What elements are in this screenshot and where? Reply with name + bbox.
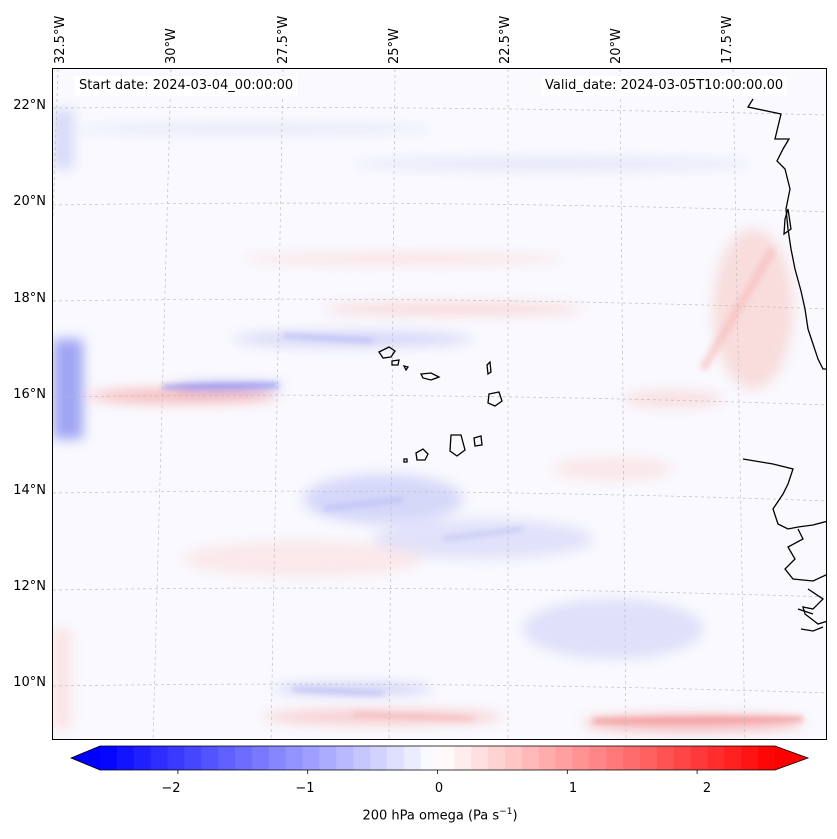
lat-label-16n: 16°N xyxy=(13,387,46,402)
lat-label-12n: 12°N xyxy=(13,579,46,594)
omega-field-shading xyxy=(53,109,803,731)
colorbar-segment xyxy=(589,746,607,770)
colorbar-title-text: 200 hPa omega (Pa s xyxy=(362,808,500,824)
colorbar-min-extension xyxy=(71,746,100,770)
colorbar-segment xyxy=(116,746,135,770)
colorbar-segment xyxy=(656,746,675,770)
lon-label-20w: 20°W xyxy=(609,28,624,64)
colorbar-segment xyxy=(235,746,253,770)
colorbar-segment xyxy=(673,746,692,770)
colorbar-tick-label: −2 xyxy=(161,781,181,796)
lon-label-25w: 25°W xyxy=(387,28,402,64)
colorbar xyxy=(70,745,810,774)
cape-verde-islands xyxy=(378,346,503,463)
colorbar-max-extension xyxy=(775,746,808,770)
colorbar-segment xyxy=(420,746,439,770)
colorbar-segment xyxy=(437,746,455,770)
colorbar-segment xyxy=(403,746,422,770)
colorbar-segment xyxy=(100,746,118,770)
colorbar-segment xyxy=(150,746,169,770)
colorbar-segment xyxy=(133,746,152,770)
map-gridlines xyxy=(53,69,826,739)
colorbar-segment xyxy=(167,746,185,770)
lon-label-22-5w: 22.5°W xyxy=(498,15,513,64)
colorbar-segment xyxy=(285,746,304,770)
start-date-label: Start date: 2024-03-04_00:00:00 xyxy=(75,76,298,96)
colorbar-tick-label: 0 xyxy=(434,781,444,796)
colorbar-segment xyxy=(353,746,371,770)
colorbar-segment xyxy=(521,746,540,770)
valid-date-label: Valid_date: 2024-03-05T10:00:00.00 xyxy=(541,76,788,96)
lon-label-30w: 30°W xyxy=(164,28,179,64)
coastline xyxy=(742,98,826,632)
colorbar-tick-label: 1 xyxy=(568,781,578,796)
colorbar-tick-label: 2 xyxy=(702,781,712,796)
colorbar-segment xyxy=(268,746,287,770)
lat-label-10n: 10°N xyxy=(13,675,46,690)
colorbar-segment xyxy=(218,746,236,770)
map-panel[interactable] xyxy=(52,68,827,740)
lon-label-27-5w: 27.5°W xyxy=(276,15,291,64)
colorbar-segment xyxy=(741,746,759,770)
colorbar-segment xyxy=(758,746,776,770)
lon-label-17-5w: 17.5°W xyxy=(720,15,735,64)
lat-label-22n: 22°N xyxy=(13,98,46,113)
colorbar-segment xyxy=(201,746,219,770)
lat-label-18n: 18°N xyxy=(13,291,46,306)
colorbar-segment xyxy=(572,746,590,770)
omega-field-streaks xyxy=(162,246,804,724)
colorbar-title: 200 hPa omega (Pa s−1) xyxy=(0,807,837,823)
colorbar-segment xyxy=(302,746,320,770)
colorbar-segment xyxy=(505,746,523,770)
omega-field-map xyxy=(53,69,826,739)
colorbar-segment xyxy=(623,746,641,770)
colorbar-segment xyxy=(319,746,337,770)
colorbar-segment xyxy=(370,746,388,770)
colorbar-segment xyxy=(471,746,489,770)
colorbar-segment xyxy=(184,746,202,770)
colorbar-outline xyxy=(70,745,810,771)
colorbar-title-suffix: ) xyxy=(512,808,518,824)
colorbar-segment xyxy=(488,746,506,770)
colorbar-segment xyxy=(538,746,557,770)
colorbar-segment xyxy=(606,746,624,770)
colorbar-segment xyxy=(386,746,405,770)
lat-label-14n: 14°N xyxy=(13,483,46,498)
colorbar-segment xyxy=(707,746,725,770)
colorbar-segment xyxy=(454,746,472,770)
colorbar-tick-label: −1 xyxy=(295,781,315,796)
colorbar-segment xyxy=(251,746,270,770)
colorbar-title-exponent: −1 xyxy=(499,807,513,817)
lat-label-20n: 20°N xyxy=(13,194,46,209)
colorbar-segment xyxy=(690,746,709,770)
colorbar-segment xyxy=(336,746,354,770)
colorbar-segment xyxy=(724,746,742,770)
colorbar-segment xyxy=(555,746,574,770)
lon-label-32-5w: 32.5°W xyxy=(53,15,68,64)
colorbar-segment xyxy=(640,746,658,770)
